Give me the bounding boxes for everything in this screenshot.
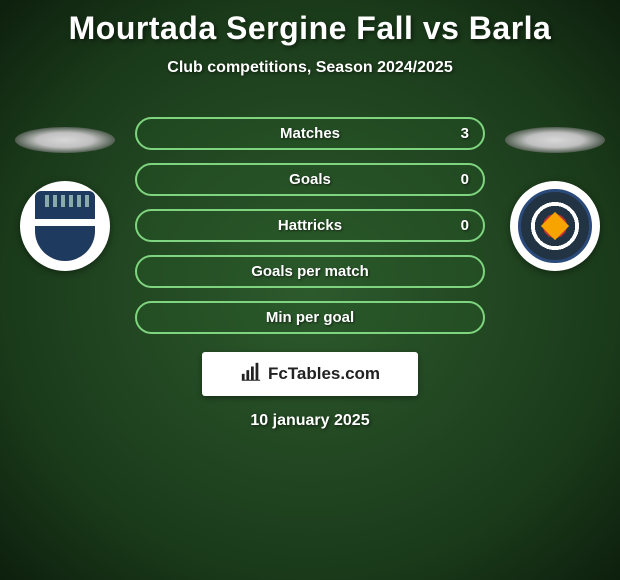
jamshedpur-crest-icon — [518, 189, 592, 263]
stat-label: Goals per match — [251, 263, 369, 280]
player-left-shadow — [15, 127, 115, 153]
club-badge-right — [510, 181, 600, 271]
mumbai-city-crest-icon — [35, 191, 95, 261]
page-title: Mourtada Sergine Fall vs Barla — [0, 10, 620, 47]
player-left-column — [15, 117, 115, 271]
stat-row-min-per-goal: Min per goal — [135, 301, 485, 334]
player-right-column — [505, 117, 605, 271]
footer-date: 10 january 2025 — [0, 412, 620, 430]
bar-chart-icon — [240, 361, 262, 388]
stat-label: Matches — [280, 125, 340, 142]
stat-row-matches: Matches 3 — [135, 117, 485, 150]
stat-row-goals-per-match: Goals per match — [135, 255, 485, 288]
player-right-shadow — [505, 127, 605, 153]
stat-label: Hattricks — [278, 217, 342, 234]
stat-label: Min per goal — [266, 309, 354, 326]
stats-area: Matches 3 Goals 0 Hattricks 0 Goals per … — [0, 117, 620, 334]
brand-badge[interactable]: FcTables.com — [202, 352, 418, 396]
stat-right-value: 3 — [461, 125, 469, 142]
stat-list: Matches 3 Goals 0 Hattricks 0 Goals per … — [135, 117, 485, 334]
stat-right-value: 0 — [461, 171, 469, 188]
stat-label: Goals — [289, 171, 331, 188]
stat-right-value: 0 — [461, 217, 469, 234]
stat-row-goals: Goals 0 — [135, 163, 485, 196]
page-subtitle: Club competitions, Season 2024/2025 — [0, 59, 620, 77]
brand-label: FcTables.com — [268, 364, 380, 384]
club-badge-left — [20, 181, 110, 271]
stat-row-hattricks: Hattricks 0 — [135, 209, 485, 242]
